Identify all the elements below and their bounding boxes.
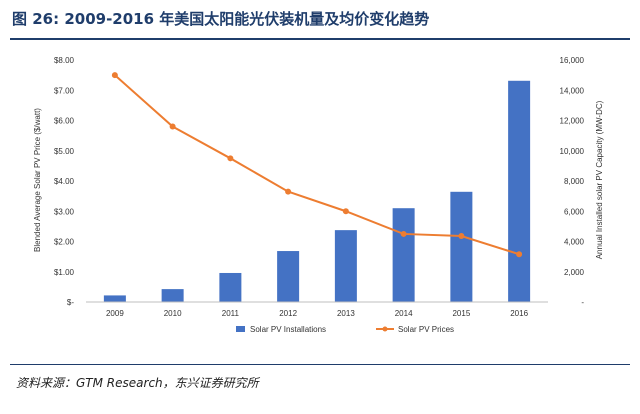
- x-tick-label: 2016: [510, 309, 528, 318]
- figure-title: 图 26: 2009-2016 年美国太阳能光伏装机量及均价变化趋势: [12, 10, 430, 28]
- right-tick-label: 16,000: [560, 56, 585, 65]
- legend-label-installations: Solar PV Installations: [250, 325, 326, 334]
- left-tick-label: $1.00: [54, 268, 75, 277]
- right-tick-label: -: [581, 298, 584, 307]
- x-axis: 2009 2010 2011 2012 2013 2014 2015 2016: [86, 301, 548, 318]
- legend: Solar PV Installations Solar PV Prices: [236, 325, 454, 334]
- right-tick-label: 8,000: [564, 177, 585, 186]
- source-note: 资料来源：GTM Research，东兴证券研究所: [16, 376, 259, 390]
- bar-2015: [450, 191, 473, 302]
- left-tick-label: $8.00: [54, 56, 75, 65]
- right-tick-label: 12,000: [560, 117, 585, 126]
- title-rule: [10, 38, 630, 40]
- right-axis: - 2,000 4,000 6,000 8,000 10,000 12,000 14,000 1…: [560, 56, 585, 307]
- price-point-2012: [285, 188, 292, 195]
- y-axis-label-left: Blended Average Solar PV Price ($/watt): [33, 108, 42, 252]
- price-point-2014: [400, 230, 407, 237]
- left-tick-label: $7.00: [54, 86, 75, 95]
- price-point-2016: [516, 251, 523, 258]
- x-tick-label: 2014: [395, 309, 413, 318]
- source-rule: [10, 364, 630, 365]
- legend-marker-prices: [382, 326, 388, 332]
- left-tick-label: $-: [67, 298, 74, 307]
- left-tick-label: $4.00: [54, 177, 75, 186]
- left-axis: $- $1.00 $2.00 $3.00 $4.00 $5.00 $6.00 $7.00 $8.…: [54, 56, 75, 307]
- x-tick-label: 2013: [337, 309, 355, 318]
- y-axis-label-right: Annual Installed solar PV Capacity (MW-D…: [595, 100, 604, 259]
- left-tick-label: $5.00: [54, 147, 75, 156]
- bar-2012: [277, 251, 300, 302]
- left-tick-label: $2.00: [54, 238, 75, 247]
- right-tick-label: 10,000: [560, 147, 585, 156]
- right-tick-label: 2,000: [564, 268, 585, 277]
- right-tick-label: 4,000: [564, 238, 585, 247]
- price-point-2013: [342, 208, 349, 215]
- left-tick-label: $3.00: [54, 207, 75, 216]
- line-series: [111, 72, 523, 258]
- price-point-2011: [227, 155, 234, 162]
- x-tick-label: 2010: [164, 309, 182, 318]
- bar-series: [103, 80, 531, 302]
- left-tick-label: $6.00: [54, 117, 75, 126]
- right-tick-label: 14,000: [560, 86, 585, 95]
- right-tick-label: 6,000: [564, 207, 585, 216]
- bar-2016: [508, 80, 531, 302]
- price-point-2010: [169, 123, 176, 130]
- bar-2013: [334, 230, 357, 302]
- bar-2010: [161, 289, 184, 302]
- bar-2014: [392, 208, 415, 302]
- x-tick-label: 2009: [106, 309, 124, 318]
- price-point-2015: [458, 233, 465, 240]
- x-tick-label: 2011: [222, 309, 240, 318]
- price-line: [114, 74, 520, 256]
- legend-swatch-installations: [236, 326, 245, 332]
- bar-2011: [219, 272, 242, 302]
- x-tick-label: 2015: [452, 309, 470, 318]
- bar-2009: [103, 295, 126, 302]
- x-tick-label: 2012: [279, 309, 297, 318]
- price-point-2009: [111, 72, 118, 79]
- legend-label-prices: Solar PV Prices: [398, 325, 454, 334]
